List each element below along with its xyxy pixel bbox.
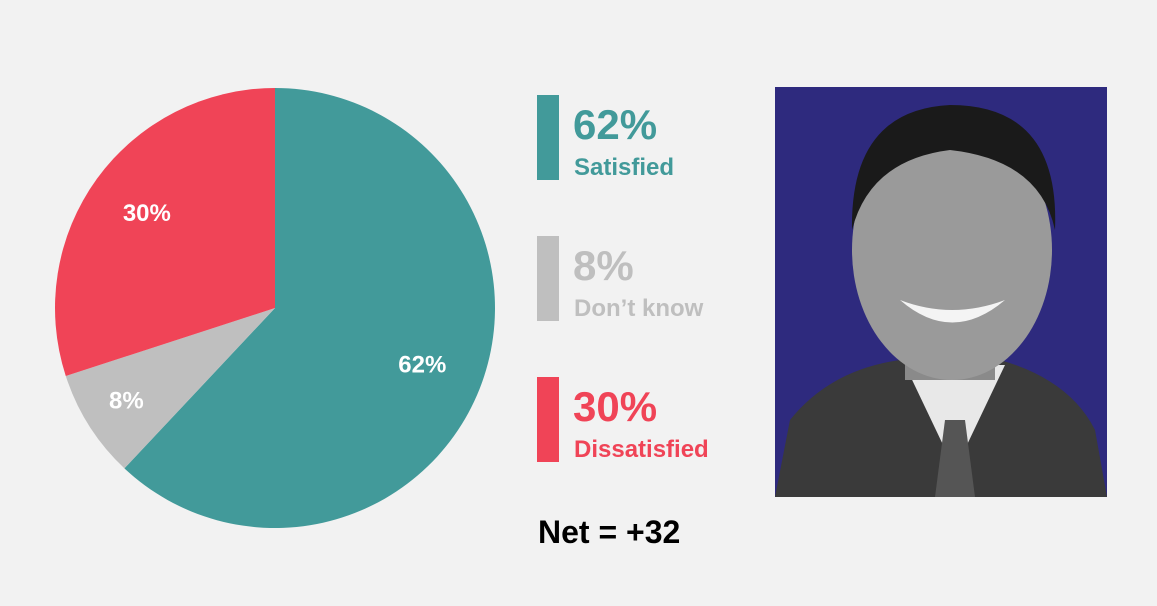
slice-label: 8% <box>109 388 144 415</box>
slice-label: 30% <box>123 200 171 227</box>
photo-hair <box>851 105 1056 230</box>
legend-value: 30% <box>573 383 657 430</box>
legend-value: 8% <box>573 242 634 289</box>
photo-shirt <box>905 365 1005 470</box>
photo-tie <box>935 420 975 497</box>
legend-label: Don’t know <box>574 295 704 322</box>
pie-slice <box>54 88 275 376</box>
net-annotation: Net = +32 <box>538 514 680 550</box>
photo-face <box>852 120 1052 380</box>
legend-swatch <box>537 95 559 180</box>
pie-slice <box>124 88 495 528</box>
legend-label: Satisfied <box>574 154 674 181</box>
pie-slice <box>65 308 275 469</box>
legend-swatch <box>537 236 559 321</box>
slice-label: 62% <box>398 352 446 379</box>
photo <box>775 87 1107 497</box>
photo-smile <box>900 300 1005 323</box>
legend-swatch <box>537 377 559 462</box>
legend-label: Dissatisfied <box>574 436 709 463</box>
legend-value: 62% <box>573 101 657 148</box>
